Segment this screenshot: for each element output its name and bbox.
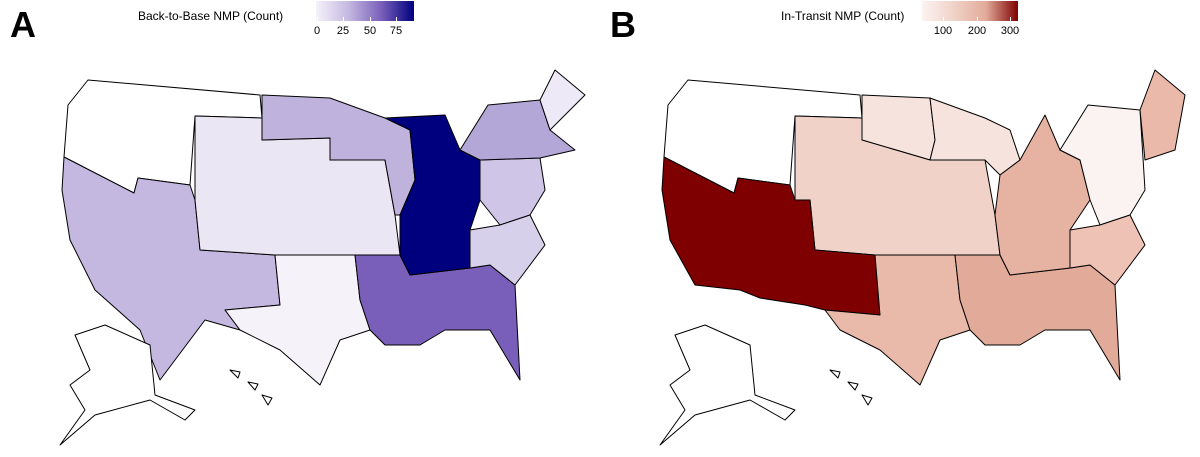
- panel-letter: B: [610, 4, 636, 45]
- legend-tick: [343, 17, 344, 21]
- region-new-england[interactable]: [1139, 69, 1186, 161]
- legend-tick-label: 75: [389, 25, 403, 37]
- map-regions: [59, 69, 586, 446]
- region-hawaii[interactable]: [829, 369, 873, 406]
- legend-tick-label: 25: [336, 25, 350, 37]
- map-regions: [659, 69, 1186, 446]
- panel-b: B In-Transit NMP (Count) 100 200 300: [600, 0, 1200, 457]
- region-mid-atlantic[interactable]: [479, 157, 546, 226]
- region-ohio-valley[interactable]: [994, 114, 1091, 276]
- legend-tick: [370, 17, 371, 21]
- region-upper-midwest[interactable]: [261, 94, 416, 216]
- legend-title: In-Transit NMP (Count): [781, 9, 905, 23]
- panel-letter: A: [10, 4, 36, 45]
- region-hawaii[interactable]: [229, 369, 273, 406]
- legend-tick: [317, 17, 318, 21]
- legend-tick-label: 0: [313, 25, 321, 37]
- us-state-map-b: [659, 69, 1186, 446]
- legend-tick-label: 300: [1000, 25, 1020, 37]
- region-maine[interactable]: [539, 69, 586, 131]
- us-state-map-a: [59, 69, 586, 446]
- legend-tick: [977, 17, 978, 21]
- panel-a: A Back-to-Base NMP (Count) 0 25 50 75: [10, 1, 586, 446]
- legend-tick-label: 100: [933, 25, 953, 37]
- region-carolinas[interactable]: [1069, 214, 1146, 286]
- region-new-york-new-england[interactable]: [459, 99, 576, 161]
- legend-color-bar: [316, 1, 414, 21]
- region-alaska[interactable]: [659, 324, 796, 446]
- legend-tick: [943, 17, 944, 21]
- region-alaska[interactable]: [59, 324, 196, 446]
- legend-tick-label: 200: [967, 25, 987, 37]
- region-carolinas[interactable]: [469, 214, 546, 286]
- legend-tick-label: 50: [363, 25, 377, 37]
- legend-tick: [396, 17, 397, 21]
- legend-title: Back-to-Base NMP (Count): [138, 9, 284, 23]
- region-deep-south[interactable]: [354, 254, 521, 381]
- legend-tick: [1010, 17, 1011, 21]
- region-deep-south[interactable]: [954, 254, 1121, 381]
- legend-color-bar: [922, 1, 1018, 21]
